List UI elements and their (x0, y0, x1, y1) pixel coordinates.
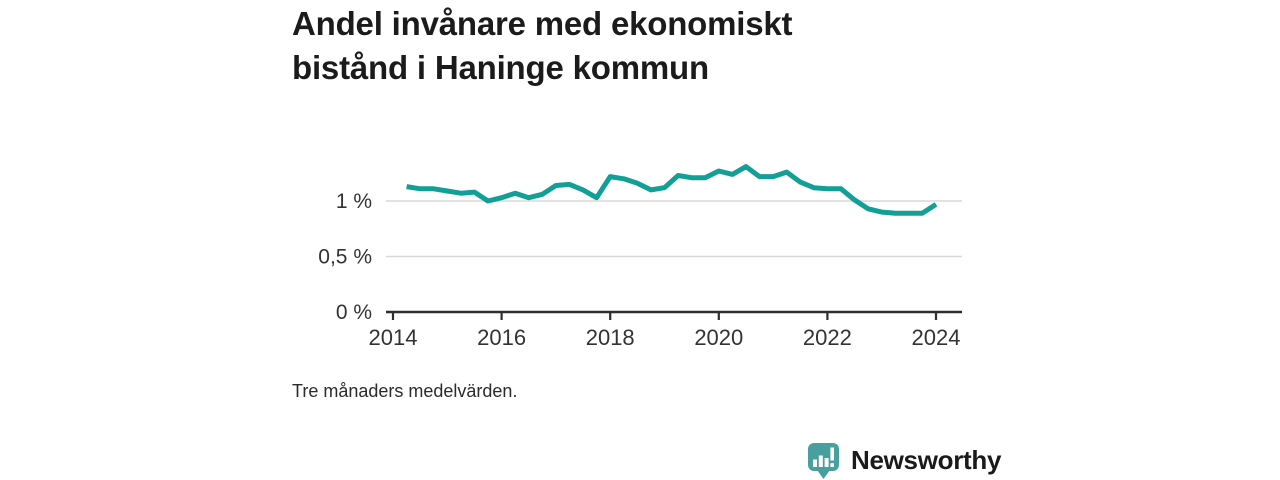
x-axis-label: 2020 (694, 325, 743, 350)
x-axis-label: 2022 (803, 325, 852, 350)
newsworthy-speech-bubble-barchart-icon (808, 443, 839, 479)
page-title-line2: bistånd i Haninge kommun (292, 48, 709, 86)
x-axis-label: 2024 (912, 325, 961, 350)
newsworthy-logo: Newsworthy (806, 441, 1001, 480)
data-line-series (406, 164, 938, 216)
x-axis-label: 2016 (477, 325, 526, 350)
y-axis-label: 0 % (336, 301, 372, 324)
y-axis-label: 0,5 % (318, 246, 372, 269)
y-axis-label: 1 % (336, 190, 372, 213)
x-axis-label: 2014 (369, 325, 418, 350)
chart-footnote: Tre månaders medelvärden. (292, 381, 518, 401)
page-title-line1: Andel invånare med ekonomiskt (292, 5, 793, 42)
page-title: Andel invånare med ekonomiskt bistånd i … (292, 2, 952, 89)
x-axis-label: 2018 (586, 325, 635, 350)
newsworthy-wordmark: Newsworthy (851, 445, 1002, 475)
